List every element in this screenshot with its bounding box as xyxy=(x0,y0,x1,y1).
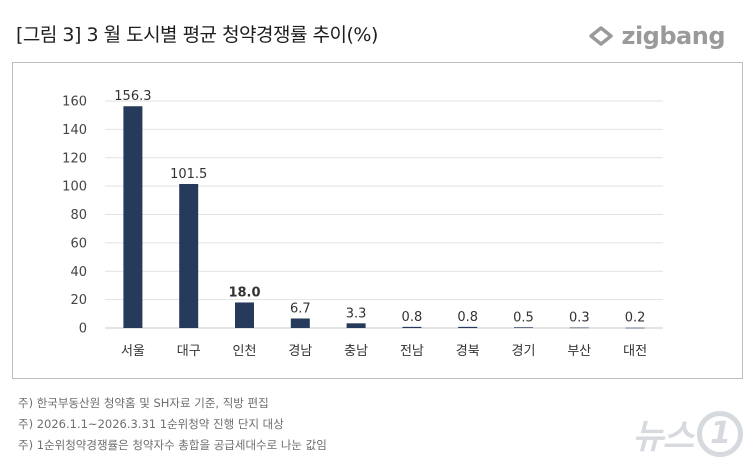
chart-frame: 0 20 40 60 80 100 120 140 160 156.3 서울 101.5 대구 18.0 인… xyxy=(12,62,743,379)
footnote-source: 주) 한국부동산원 청약홈 및 SH자료 기준, 직방 편집 xyxy=(18,396,269,410)
bar xyxy=(402,326,422,328)
data-label: 0.2 xyxy=(625,311,646,326)
watermark-text: 뉴스 xyxy=(632,417,694,457)
data-label: 0.8 xyxy=(457,310,478,325)
bar xyxy=(290,318,310,328)
zigbang-logo: zigbang xyxy=(587,22,725,50)
y-tick-label: 100 xyxy=(62,180,87,195)
bar xyxy=(179,183,199,328)
bar xyxy=(625,327,645,329)
data-label: 6.7 xyxy=(290,301,311,316)
x-tick-label: 경남 xyxy=(288,344,312,359)
x-tick-label: 충남 xyxy=(344,344,368,359)
y-tick-label: 120 xyxy=(62,151,87,166)
x-tick-label: 대구 xyxy=(177,344,201,359)
data-label: 156.3 xyxy=(114,89,151,104)
data-label: 0.8 xyxy=(402,310,423,325)
data-label: 0.5 xyxy=(513,310,534,325)
data-label: 101.5 xyxy=(170,167,207,182)
bar xyxy=(346,323,366,328)
x-tick-label: 서울 xyxy=(121,344,145,359)
y-tick-label: 160 xyxy=(62,95,87,110)
x-tick-label: 경기 xyxy=(512,344,536,359)
bar xyxy=(458,326,478,328)
x-tick-label: 경북 xyxy=(456,344,480,359)
footnote-definition: 주) 1순위청약경쟁률은 청약자수 총합을 공급세대수로 나눈 값임 xyxy=(18,438,327,452)
footnotes: 주) 한국부동산원 청약홈 및 SH자료 기준, 직방 편집 주) 2026.1… xyxy=(18,393,327,456)
zigbang-logo-text: zigbang xyxy=(621,22,725,50)
bar xyxy=(235,302,254,328)
x-tick-label: 대전 xyxy=(623,344,647,359)
data-label: 0.3 xyxy=(569,311,590,326)
bar xyxy=(514,327,533,328)
y-tick-label: 140 xyxy=(62,123,87,138)
zigbang-logo-icon xyxy=(589,26,614,46)
data-label: 3.3 xyxy=(346,306,367,321)
y-tick-label: 40 xyxy=(70,265,87,280)
x-tick-label: 부산 xyxy=(567,344,591,359)
footnote-period: 주) 2026.1.1~2026.3.31 1순위청약 진행 단지 대상 xyxy=(18,417,284,431)
x-tick-label: 전남 xyxy=(400,344,424,359)
chart-title: [그림 3] 3 월 도시별 평균 청약경쟁률 추이(%) xyxy=(16,24,378,46)
bar xyxy=(123,106,143,328)
bar-chart: 0 20 40 60 80 100 120 140 160 156.3 서울 101.5 대구 18.0 인… xyxy=(62,89,663,359)
news1-watermark: 뉴스 1 xyxy=(632,409,743,458)
watermark-mark: 1 xyxy=(697,410,743,457)
x-tick-label: 인천 xyxy=(233,344,257,359)
bar xyxy=(569,327,589,329)
y-tick-label: 80 xyxy=(70,208,87,223)
y-tick-label: 0 xyxy=(79,322,87,337)
y-tick-label: 20 xyxy=(70,293,87,308)
data-label: 18.0 xyxy=(228,285,260,300)
y-tick-label: 60 xyxy=(70,236,87,251)
